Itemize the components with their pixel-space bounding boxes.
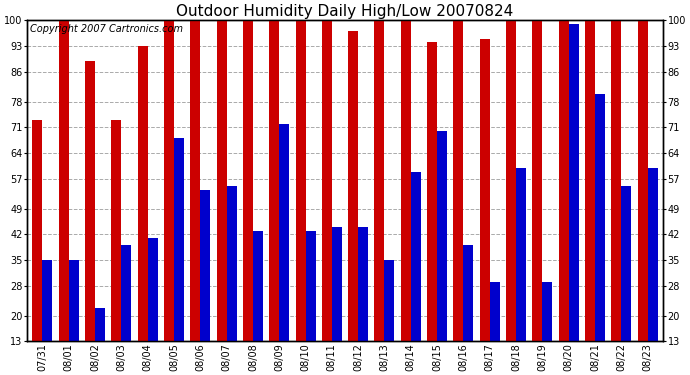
Bar: [174, 138, 184, 342]
Bar: [638, 20, 647, 342]
Bar: [138, 46, 148, 342]
Title: Outdoor Humidity Daily High/Low 20070824: Outdoor Humidity Daily High/Low 20070824: [177, 4, 513, 19]
Bar: [121, 246, 131, 342]
Bar: [480, 39, 490, 342]
Bar: [279, 124, 289, 342]
Text: Copyright 2007 Cartronics.com: Copyright 2007 Cartronics.com: [30, 24, 183, 33]
Bar: [306, 231, 315, 342]
Bar: [532, 20, 542, 342]
Bar: [190, 20, 200, 342]
Bar: [427, 42, 437, 342]
Bar: [253, 231, 263, 342]
Bar: [569, 24, 579, 342]
Bar: [32, 120, 43, 342]
Bar: [611, 20, 621, 342]
Bar: [375, 20, 384, 342]
Bar: [453, 20, 464, 342]
Bar: [348, 32, 358, 342]
Bar: [516, 168, 526, 342]
Bar: [384, 260, 395, 342]
Bar: [69, 260, 79, 342]
Bar: [43, 260, 52, 342]
Bar: [95, 308, 105, 342]
Bar: [647, 168, 658, 342]
Bar: [111, 120, 121, 342]
Bar: [295, 20, 306, 342]
Bar: [437, 131, 447, 342]
Bar: [490, 282, 500, 342]
Bar: [226, 186, 237, 342]
Bar: [148, 238, 158, 342]
Bar: [464, 246, 473, 342]
Bar: [506, 20, 516, 342]
Bar: [559, 20, 569, 342]
Bar: [621, 186, 631, 342]
Bar: [164, 20, 174, 342]
Bar: [243, 20, 253, 342]
Bar: [200, 190, 210, 342]
Bar: [542, 282, 552, 342]
Bar: [269, 20, 279, 342]
Bar: [411, 172, 421, 342]
Bar: [322, 20, 332, 342]
Bar: [358, 227, 368, 342]
Bar: [85, 61, 95, 342]
Bar: [585, 20, 595, 342]
Bar: [595, 94, 605, 342]
Bar: [401, 20, 411, 342]
Bar: [59, 20, 69, 342]
Bar: [332, 227, 342, 342]
Bar: [217, 20, 226, 342]
